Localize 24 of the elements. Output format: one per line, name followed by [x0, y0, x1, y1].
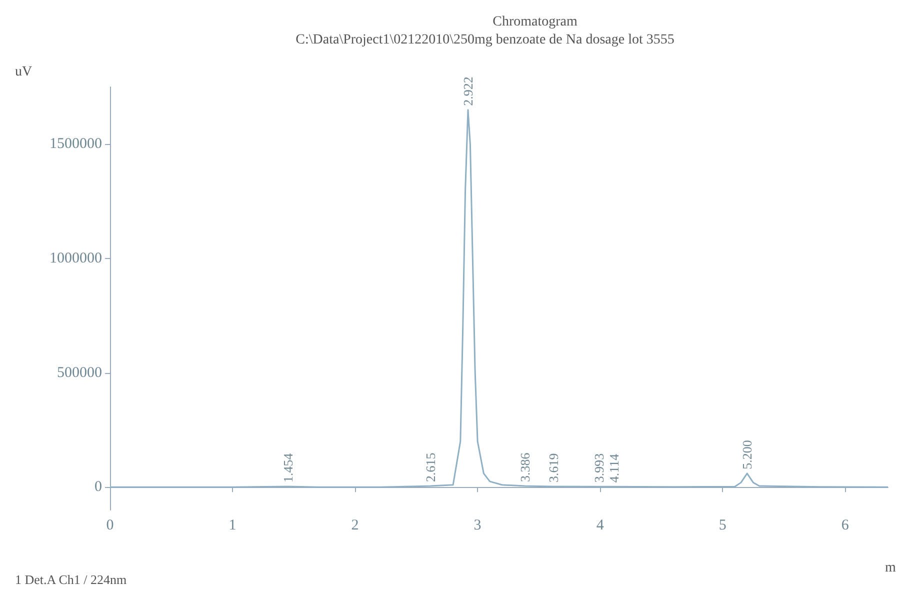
y-tick-label: 0 — [94, 479, 102, 496]
annotation: 1.454 — [280, 452, 296, 482]
annotation: 5.200 — [740, 440, 755, 470]
x-tick-label: 3 — [474, 518, 482, 534]
annotation: 3.993 — [592, 453, 607, 483]
y-tick-label: 1500000 — [50, 136, 102, 152]
y-tick-label: 1000000 — [50, 250, 102, 266]
y-axis-title: uV — [15, 64, 32, 80]
x-tick-label: 2 — [351, 518, 359, 534]
x-tick-label: 5 — [718, 518, 726, 534]
chart-title: Chromatogram — [492, 14, 578, 30]
x-tick-label: 1 — [228, 518, 236, 534]
y-tick-label: 500000 — [57, 364, 102, 381]
x-tick-label: 0 — [106, 518, 114, 534]
annotation: 2.615 — [422, 452, 438, 482]
x-axis-title: m — [885, 560, 896, 576]
x-tick-label: 6 — [841, 518, 850, 534]
annotation: 2.922 — [460, 76, 476, 106]
annotation: 3.619 — [546, 453, 561, 482]
chart-subtitle: C:\Data\Project1\02122010\250mg benzoate de Na dosage lot 3555 — [296, 32, 674, 48]
text: 1 Det.A Ch1 / 224nm — [15, 572, 127, 587]
x-tick-label: 4 — [596, 518, 604, 534]
annotation: 3.386 — [517, 452, 532, 482]
annotation: 4.114 — [606, 453, 622, 483]
